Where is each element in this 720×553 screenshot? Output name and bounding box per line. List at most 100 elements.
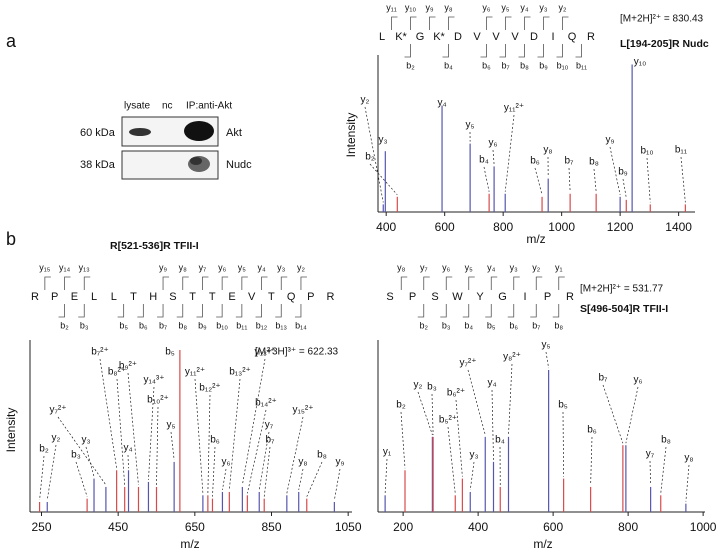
b-ion: b₁₃ — [275, 320, 287, 330]
peak-label: y₅ — [541, 340, 550, 351]
peak-label: b₅ — [165, 347, 175, 358]
ion-bracket — [445, 276, 453, 290]
peak-label: y₉ — [606, 135, 615, 146]
peak-arrow — [222, 468, 227, 491]
ion-bracket — [294, 304, 302, 318]
y-ion: y₂ — [532, 262, 541, 272]
peak-label: y₄ — [437, 98, 446, 109]
ion-bracket — [490, 276, 498, 290]
x-tick-label: 650 — [185, 520, 205, 534]
residue: Q — [287, 291, 296, 303]
peak-label: b₁₂²⁺ — [199, 383, 220, 394]
ion-bracket — [524, 16, 531, 30]
peak-label: y₆ — [488, 138, 497, 149]
x-tick-label: 600 — [543, 520, 563, 534]
residue: I — [523, 291, 526, 303]
peak-label: y₃ — [378, 135, 387, 146]
peak-arrow — [247, 409, 267, 494]
peak-arrow — [57, 416, 107, 486]
peak-arrow — [568, 167, 571, 192]
peak-arrow — [39, 455, 45, 501]
peak-arrow — [306, 461, 323, 497]
y-axis-label: Intensity — [344, 113, 358, 158]
y-ion: y₅ — [501, 2, 510, 12]
y-ion: y₆ — [442, 262, 451, 272]
peak-label: b₅²⁺ — [439, 415, 457, 426]
b-ion: b₅ — [487, 320, 496, 330]
ion-bracket — [83, 276, 91, 290]
peak-label: y₇²⁺ — [459, 358, 476, 369]
residue: Y — [476, 291, 484, 303]
ion-bracket — [486, 16, 493, 30]
peak-label: b₇ — [599, 373, 609, 384]
peak-label: b₁₀²⁺ — [147, 395, 169, 406]
x-axis-label: m/z — [526, 232, 545, 246]
peak-arrow — [75, 461, 88, 497]
y-ion: y₉ — [425, 2, 434, 12]
peak-label: b₁₄²⁺ — [255, 398, 277, 409]
ion-bracket — [182, 276, 189, 290]
peak-label: b₉²⁺ — [119, 361, 137, 372]
b-ion: b₃ — [80, 320, 89, 330]
peak-arrow — [384, 458, 388, 494]
peak-arrow — [492, 149, 495, 165]
peak-label: b₆²⁺ — [447, 388, 465, 399]
ion-bracket — [275, 304, 282, 318]
precursor: [M+3H]³⁺ = 622.33 — [255, 347, 339, 358]
residue: V — [511, 31, 519, 43]
ion-bracket — [513, 276, 520, 290]
peak-arrow — [207, 394, 211, 494]
peptide: S[496-504]R TFII-I — [580, 303, 668, 315]
peptide: L[194-205]R Nudc — [620, 38, 709, 50]
ion-bracket — [255, 304, 262, 318]
peak-label: y₁₀ — [634, 57, 647, 68]
peak-label: b₈ — [661, 435, 671, 446]
x-tick-label: 1000 — [548, 220, 575, 234]
peptide: R[521-536]R TFII-I — [110, 240, 199, 252]
peak-arrow — [593, 168, 597, 192]
peak-arrow — [685, 464, 690, 502]
peak-label: y₈ — [298, 457, 307, 468]
ion-bracket — [518, 44, 525, 58]
y-ion: y₈ — [444, 2, 453, 12]
residue: P — [409, 291, 416, 303]
peak-label: y₁₁²⁺ — [504, 103, 524, 114]
peak-label: b₆ — [210, 435, 220, 446]
lane-label: IP:anti-Akt — [186, 101, 232, 112]
ion-bracket — [64, 276, 71, 290]
ion-bracket — [410, 16, 417, 30]
peak-arrow — [660, 446, 667, 494]
ion-bracket — [221, 276, 229, 290]
peak-label: b₂ — [396, 400, 406, 411]
ion-bracket — [499, 44, 506, 58]
residue: D — [454, 31, 462, 43]
ion-bracket — [216, 304, 223, 318]
residue: K* — [433, 31, 445, 43]
peak-label: y₁₄³⁺ — [143, 375, 164, 386]
y-ion: y₆ — [218, 262, 227, 272]
y-ion: y₁₁ — [386, 2, 397, 12]
ion-bracket — [162, 276, 170, 290]
residue: R — [587, 31, 595, 43]
peak-arrow — [680, 156, 686, 203]
b-ion: b₇ — [159, 320, 167, 330]
residue: T — [189, 291, 196, 303]
ion-bracket — [468, 276, 475, 290]
peak-arrow — [602, 384, 624, 444]
panel-label: b — [6, 229, 16, 249]
x-tick-label: 1000 — [690, 520, 717, 534]
peak-arrow — [258, 431, 270, 491]
ion-bracket — [400, 276, 408, 290]
ion-bracket — [575, 44, 582, 58]
ion-bracket — [480, 44, 487, 58]
peak-arrow — [469, 461, 475, 491]
marker-label: 38 kDa — [80, 159, 116, 171]
b-ion: b₃ — [442, 320, 451, 330]
peak-arrow — [609, 146, 621, 195]
peak-arrow — [504, 114, 515, 192]
marker-label: 60 kDa — [80, 127, 116, 139]
peak-arrow — [85, 446, 95, 477]
y-ion: y₂ — [297, 262, 306, 272]
y-ion: y₄ — [257, 262, 266, 272]
peak-arrow — [286, 416, 304, 494]
